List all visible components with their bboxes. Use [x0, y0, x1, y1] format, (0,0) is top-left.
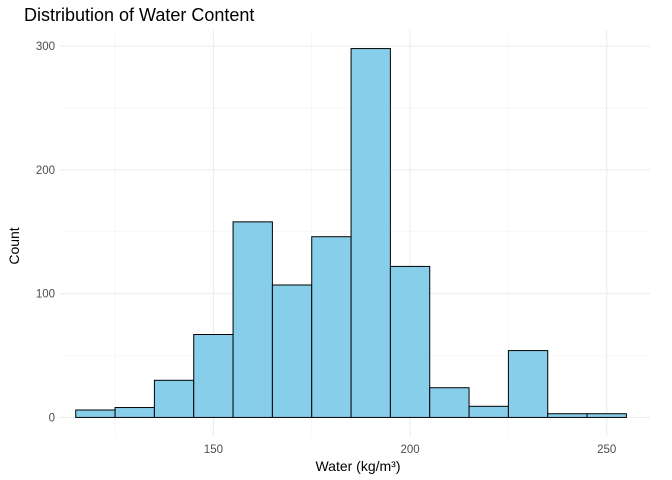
x-axis-title: Water (kg/m³) [315, 458, 400, 474]
x-tick-label: 250 [597, 444, 616, 456]
histogram-bar [389, 265, 431, 418]
chart-title: Distribution of Water Content [24, 5, 255, 25]
histogram-bar [232, 221, 273, 418]
histogram-bar [547, 413, 588, 418]
histogram-bars [75, 48, 627, 418]
histogram-bar [507, 350, 549, 418]
histogram-bar [429, 387, 470, 418]
x-tick-label: 200 [400, 444, 419, 456]
histogram-bar [153, 379, 195, 418]
histogram-bar [311, 236, 352, 418]
y-tick-label: 100 [36, 289, 55, 301]
histogram-bar [350, 48, 391, 418]
y-tick-label: 300 [36, 41, 55, 53]
histogram-bar [271, 284, 313, 418]
y-tick-label: 0 [49, 412, 55, 424]
histogram-bar [468, 405, 509, 418]
histogram-bar [586, 413, 627, 418]
y-tick-label: 200 [36, 165, 55, 177]
histogram-bar [193, 334, 234, 418]
x-tick-label: 150 [204, 444, 223, 456]
y-tick-labels: 0 100 200 300 [36, 41, 55, 424]
y-axis-title: Count [6, 227, 22, 264]
histogram-bar [75, 409, 116, 418]
x-tick-labels: 150 200 250 [204, 444, 617, 456]
histogram-bar [114, 407, 155, 418]
